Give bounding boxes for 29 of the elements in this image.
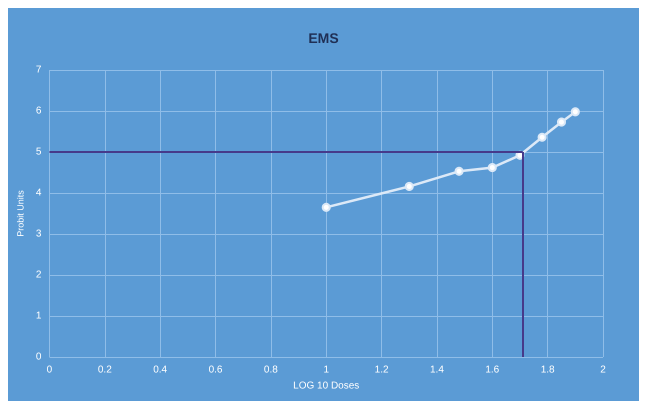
point [488, 163, 497, 172]
x-tick-label: 2 [600, 364, 606, 376]
x-tick-label: 0.2 [98, 364, 112, 376]
y-tick-label: 5 [36, 146, 42, 158]
chart-title: EMS [308, 30, 339, 46]
x-tick-label: 0.6 [208, 364, 223, 376]
point [454, 166, 464, 176]
x-axis-title: LOG 10 Doses [293, 380, 360, 392]
x-tick-label: 0 [46, 364, 53, 376]
point [538, 132, 547, 142]
y-tick-label: 4 [36, 188, 42, 198]
y-tick-label: 3 [36, 228, 42, 240]
y-tick-label: 7 [36, 64, 42, 76]
y-tick-label: 2 [36, 270, 42, 280]
x-tick-label: 0.4 [153, 364, 168, 376]
point [404, 182, 414, 191]
y-tick-label: 1 [36, 310, 42, 322]
x-tick-label: 0.8 [264, 364, 278, 376]
x-tick-label: 1 [323, 364, 330, 376]
y-tick-label: 0 [36, 352, 42, 362]
y-tick-label: 6 [36, 106, 42, 116]
y-axis-title: Probit Units [16, 190, 26, 237]
point [556, 118, 566, 127]
x-tick-label: 1.2 [374, 364, 389, 376]
x-tick-label: 1.8 [540, 364, 556, 376]
x-tick-label: 1.4 [430, 364, 444, 376]
x-tick-label: 1.6 [485, 364, 500, 376]
point [570, 107, 580, 116]
point [322, 202, 331, 212]
